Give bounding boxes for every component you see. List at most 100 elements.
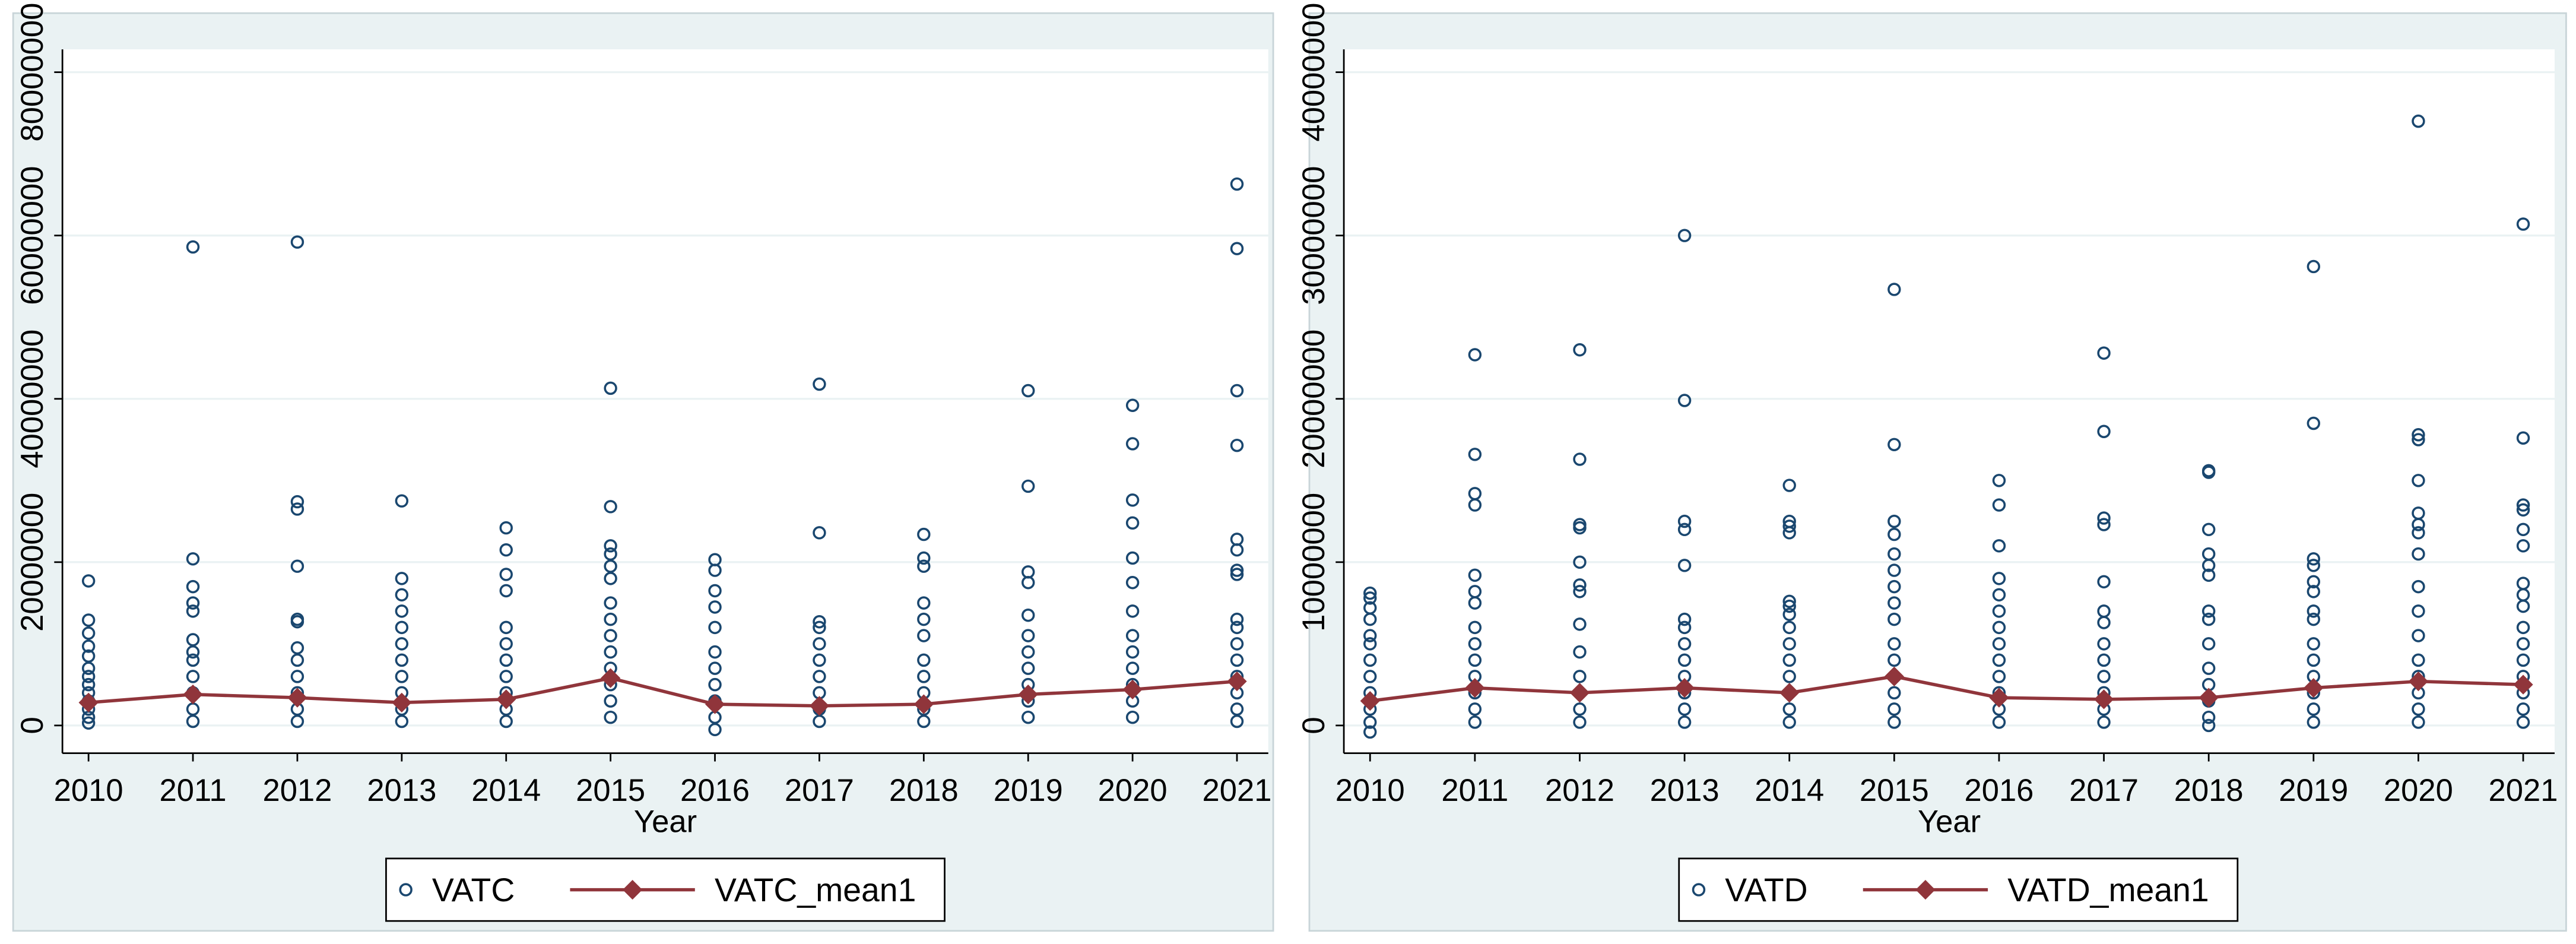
scatter-point bbox=[1021, 645, 1035, 659]
mean-marker bbox=[705, 694, 725, 714]
scatter-point bbox=[499, 584, 513, 598]
scatter-point bbox=[1992, 604, 2006, 618]
scatter-point bbox=[1573, 617, 1587, 631]
scatter-point bbox=[2307, 604, 2321, 618]
scatter-point bbox=[2201, 710, 2216, 724]
scatter-point bbox=[1992, 474, 2006, 487]
x-axis-title: Year bbox=[1918, 804, 1981, 840]
scatter-point bbox=[290, 235, 304, 249]
scatter-point bbox=[1573, 702, 1587, 716]
scatter-point bbox=[2201, 637, 2216, 651]
scatter-point bbox=[1363, 725, 1377, 739]
scatter-point bbox=[186, 552, 200, 566]
scatter-point bbox=[1887, 686, 1901, 700]
scatter-point bbox=[2412, 702, 2425, 716]
y-tick-label: 40000000 bbox=[1296, 3, 1331, 142]
scatter-point bbox=[1573, 555, 1587, 569]
scatter-point bbox=[81, 626, 96, 640]
x-tick-label: 2014 bbox=[1755, 773, 1824, 808]
scatter-point bbox=[1125, 437, 1140, 451]
scatter-point bbox=[917, 596, 931, 610]
mean-line bbox=[1369, 674, 2524, 703]
scatter-point bbox=[2307, 612, 2321, 626]
scatter-point bbox=[2307, 702, 2321, 716]
scatter-point bbox=[2516, 599, 2530, 613]
scatter-point bbox=[499, 714, 513, 728]
scatter-point bbox=[2516, 503, 2530, 517]
scatter-point bbox=[1782, 519, 1796, 533]
x-tick-label: 2018 bbox=[889, 773, 959, 808]
scatter-point bbox=[813, 653, 826, 667]
mean-marker bbox=[1674, 678, 1695, 698]
scatter-point bbox=[2097, 511, 2111, 525]
scatter-point bbox=[1230, 384, 1244, 398]
scatter-point bbox=[1573, 585, 1587, 598]
scatter-point bbox=[1573, 521, 1587, 535]
mean-marker bbox=[1465, 678, 1485, 698]
x-tick-label: 2010 bbox=[1335, 773, 1405, 808]
scatter-point bbox=[1782, 607, 1796, 622]
scatter-point bbox=[2516, 217, 2530, 231]
scatter-point bbox=[604, 645, 617, 659]
scatter-point bbox=[395, 714, 409, 728]
x-tick-label: 2017 bbox=[2069, 773, 2139, 808]
scatter-point bbox=[2201, 612, 2216, 626]
x-tick-label: 2011 bbox=[1441, 773, 1508, 808]
mean-marker bbox=[809, 696, 830, 716]
scatter-point bbox=[81, 639, 96, 653]
scatter-point bbox=[1887, 514, 1901, 528]
scatter-point bbox=[290, 714, 304, 728]
mean-marker bbox=[2408, 671, 2429, 692]
x-tick-label: 2015 bbox=[576, 773, 645, 808]
scatter-point bbox=[604, 572, 617, 585]
mean-marker bbox=[2199, 688, 2219, 708]
y-tick-label: 20000000 bbox=[1296, 330, 1331, 468]
scatter-point bbox=[2201, 522, 2216, 537]
scatter-point bbox=[1125, 604, 1140, 618]
y-tick-label: 60000000 bbox=[15, 166, 50, 305]
mean-marker bbox=[392, 692, 412, 713]
scatter-point bbox=[708, 620, 722, 635]
scatter-point bbox=[186, 604, 200, 618]
scatter-point bbox=[1677, 653, 1692, 667]
scatter-point bbox=[1021, 384, 1035, 398]
scatter-point bbox=[1468, 498, 1482, 512]
scatter-point bbox=[1363, 586, 1377, 600]
scatter-point bbox=[1468, 348, 1482, 362]
scatter-point bbox=[1125, 516, 1140, 530]
scatter-point bbox=[2307, 653, 2321, 667]
scatter-point bbox=[186, 714, 200, 728]
mean-marker bbox=[287, 688, 307, 708]
scatter-point bbox=[813, 620, 826, 635]
scatter-point bbox=[2412, 428, 2425, 442]
scatter-point bbox=[604, 596, 617, 610]
scatter-point bbox=[2307, 416, 2321, 430]
scatter-point bbox=[2516, 431, 2530, 445]
plot-area bbox=[1344, 49, 2555, 753]
scatter-point bbox=[1573, 645, 1587, 659]
scatter-point bbox=[2097, 715, 2111, 729]
scatter-point bbox=[2412, 715, 2425, 729]
scatter-point bbox=[1021, 629, 1035, 642]
scatter-point bbox=[2412, 547, 2425, 561]
scatter-point bbox=[1992, 670, 2006, 683]
scatter-point bbox=[1468, 653, 1482, 667]
scatter-point bbox=[2516, 498, 2530, 512]
scatter-point bbox=[1677, 702, 1692, 716]
scatter-point bbox=[2097, 346, 2111, 360]
scatter-point bbox=[1887, 653, 1901, 667]
scatter-point bbox=[1125, 710, 1140, 724]
scatter-point bbox=[1021, 710, 1035, 724]
scatter-point bbox=[1468, 715, 1482, 729]
scatter-point bbox=[1125, 398, 1140, 412]
scatter-point bbox=[917, 527, 931, 541]
scatter-point bbox=[604, 500, 617, 514]
scatter-point bbox=[290, 495, 304, 509]
x-tick-label: 2021 bbox=[2489, 773, 2558, 808]
scatter-point bbox=[1230, 714, 1244, 728]
scatter-point bbox=[290, 559, 304, 573]
scatter-point bbox=[1230, 563, 1244, 577]
scatter-point bbox=[1468, 620, 1482, 635]
x-tick-label: 2016 bbox=[1964, 773, 2033, 808]
scatter-point bbox=[1782, 620, 1796, 635]
